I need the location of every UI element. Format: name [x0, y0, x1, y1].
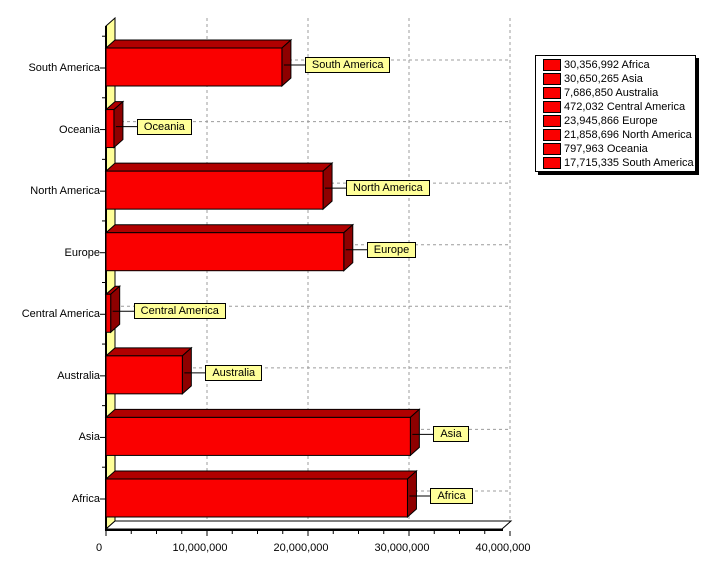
bar-front-face — [105, 47, 283, 87]
bar-side-face — [406, 469, 417, 519]
y-axis-label-europe: Europe — [64, 246, 100, 259]
bar-australia[interactable] — [104, 346, 193, 395]
y-axis-label-asia: Asia — [78, 431, 100, 444]
legend-item: 17,715,335 South America — [536, 156, 695, 170]
legend-swatch-icon — [543, 87, 561, 99]
bar-asia[interactable] — [104, 408, 421, 457]
bar-top-face — [104, 162, 334, 172]
bar-side-face — [110, 285, 121, 334]
axis-floor — [104, 520, 513, 530]
legend-item-label: 7,686,850 Australia — [564, 87, 659, 99]
legend-swatch-icon — [543, 101, 561, 113]
legend-swatch-icon — [543, 157, 561, 169]
x-axis-tick-label-1: 10,000,000 — [172, 542, 228, 554]
bar-top-face — [104, 39, 293, 49]
legend-item: 30,650,265 Asia — [536, 72, 695, 86]
legend-item-label: 21,858,696 North America — [564, 129, 692, 141]
callout-label-north-america: North America — [346, 180, 430, 197]
bar-front-face — [105, 478, 408, 518]
callout-label-africa: Africa — [430, 487, 473, 504]
legend-swatch-icon — [543, 115, 561, 127]
legend-item: 472,032 Central America — [536, 100, 695, 114]
bar-side-face — [281, 38, 292, 88]
bar-top-face — [104, 224, 355, 234]
callout-label-south-america: South America — [304, 57, 391, 73]
bar-north-america[interactable] — [104, 162, 334, 211]
bar-africa[interactable] — [104, 469, 418, 519]
bar-top-face — [104, 408, 421, 418]
legend-item-label: 17,715,335 South America — [564, 157, 694, 169]
x-axis-tick-label-2: 20,000,000 — [273, 542, 329, 554]
y-axis-label-south-america: South America — [28, 62, 100, 74]
bar-top-face — [104, 470, 418, 480]
legend-item: 30,356,992 Africa — [536, 58, 695, 72]
bar-front-face — [105, 416, 411, 456]
bar-front-face — [105, 293, 112, 333]
x-axis-tick-label-4: 40,000,000 — [475, 542, 531, 554]
callout-label-australia: Australia — [205, 364, 263, 381]
callout-label-europe: Europe — [366, 241, 417, 258]
bar-side-face — [113, 100, 124, 149]
bar-south-america[interactable] — [104, 38, 293, 88]
legend-swatch-icon — [543, 129, 561, 141]
legend-item-label: 30,356,992 Africa — [564, 59, 650, 71]
callout-label-oceania: Oceania — [136, 118, 192, 135]
legend-item: 21,858,696 North America — [536, 128, 695, 142]
y-axis-label-africa: Africa — [71, 492, 100, 505]
bar-side-face — [409, 408, 420, 457]
bar-side-face — [322, 162, 333, 211]
legend-swatch-icon — [543, 59, 561, 71]
legend-item-label: 30,650,265 Asia — [564, 73, 643, 85]
bar-front-face — [105, 109, 115, 149]
bar-front-face — [105, 232, 345, 272]
callout-label-asia: Asia — [433, 426, 469, 443]
y-axis-label-oceania: Oceania — [59, 123, 100, 136]
legend-item: 7,686,850 Australia — [536, 86, 695, 100]
bar-central-america[interactable] — [104, 285, 122, 334]
legend-swatch-icon — [543, 143, 561, 155]
y-axis-label-central-america: Central America — [21, 308, 100, 321]
y-axis-label-australia: Australia — [57, 369, 100, 382]
bar-top-face — [104, 347, 193, 357]
legend-item-label: 23,945,866 Europe — [564, 115, 658, 127]
legend-item-label: 472,032 Central America — [564, 101, 686, 113]
y-axis-label-north-america: North America — [30, 185, 100, 198]
bar-side-face — [343, 223, 354, 272]
bar-side-face — [181, 346, 192, 395]
bar-oceania[interactable] — [104, 100, 125, 149]
legend-swatch-icon — [543, 73, 561, 85]
bar-front-face — [105, 170, 324, 210]
x-axis-tick-label-3: 30,000,000 — [374, 542, 430, 554]
legend: 30,356,992 Africa 30,650,265 Asia 7,686,… — [535, 55, 696, 172]
bar-europe[interactable] — [104, 223, 355, 272]
x-axis-tick-label-0: 0 — [95, 542, 103, 554]
legend-item-label: 797,963 Oceania — [564, 143, 648, 155]
legend-item: 23,945,866 Europe — [536, 114, 695, 128]
legend-item: 797,963 Oceania — [536, 142, 695, 156]
bar-front-face — [105, 355, 183, 395]
callout-label-central-america: Central America — [133, 303, 226, 320]
